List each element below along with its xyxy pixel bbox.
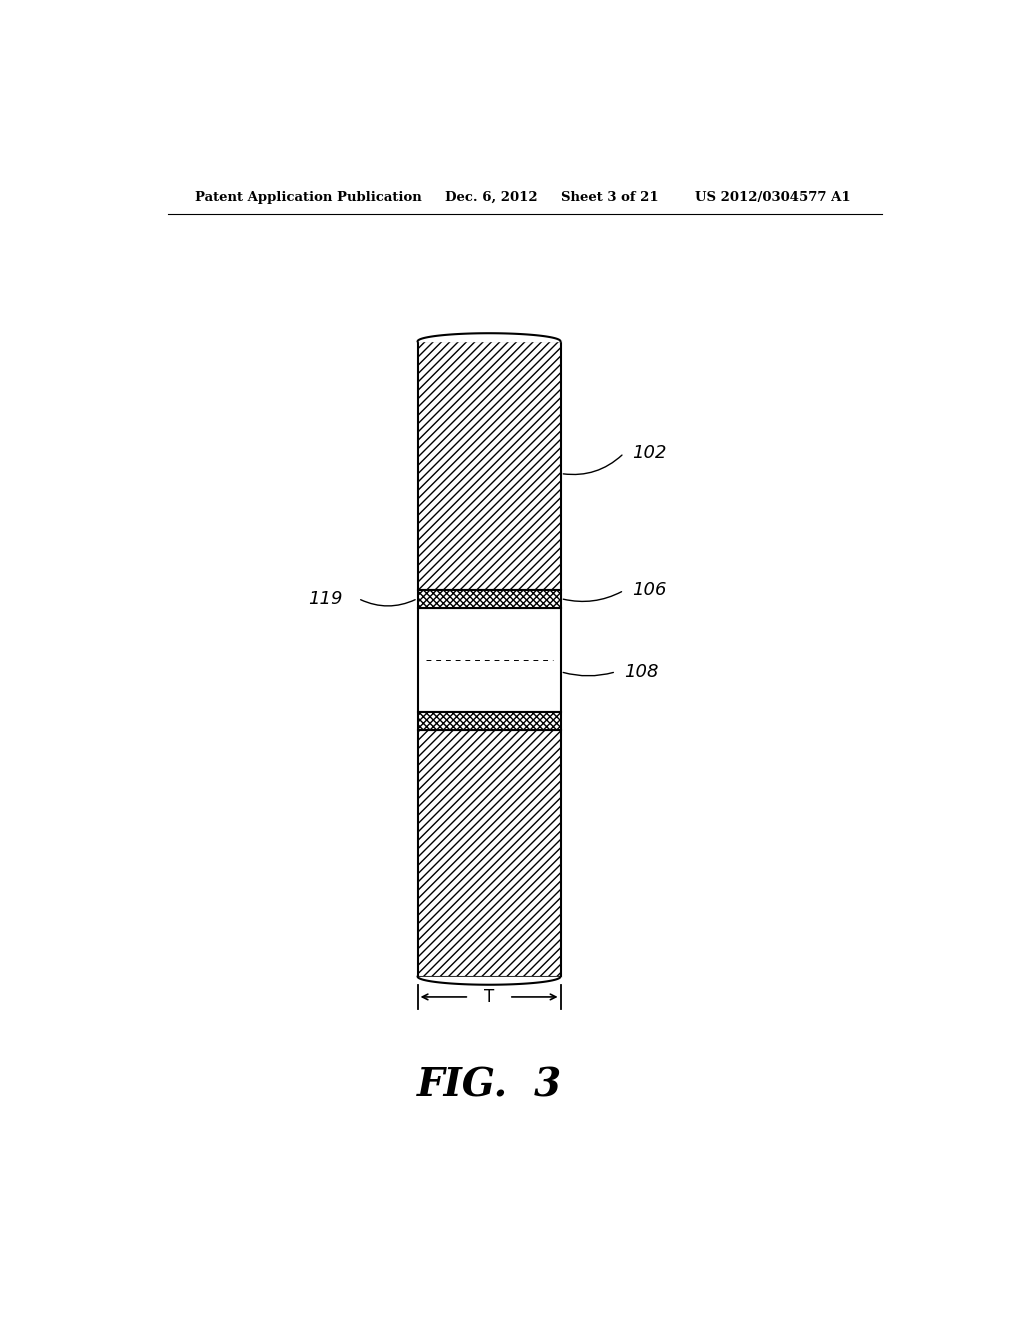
Bar: [418, 713, 560, 730]
Bar: [418, 730, 560, 977]
Text: T: T: [484, 987, 495, 1006]
Bar: [418, 607, 560, 713]
Text: 106: 106: [632, 581, 667, 599]
Text: US 2012/0304577 A1: US 2012/0304577 A1: [695, 190, 851, 203]
Text: FIG.  3: FIG. 3: [417, 1067, 561, 1105]
Text: Sheet 3 of 21: Sheet 3 of 21: [560, 190, 658, 203]
Bar: [418, 730, 560, 977]
Text: 102: 102: [632, 444, 667, 462]
Text: Dec. 6, 2012: Dec. 6, 2012: [445, 190, 538, 203]
Bar: [418, 342, 560, 590]
Bar: [418, 590, 560, 607]
Bar: [418, 713, 560, 730]
Text: 119: 119: [308, 590, 342, 607]
Bar: [418, 590, 560, 607]
Bar: [418, 342, 560, 590]
Text: Patent Application Publication: Patent Application Publication: [196, 190, 422, 203]
Text: 108: 108: [624, 663, 658, 681]
